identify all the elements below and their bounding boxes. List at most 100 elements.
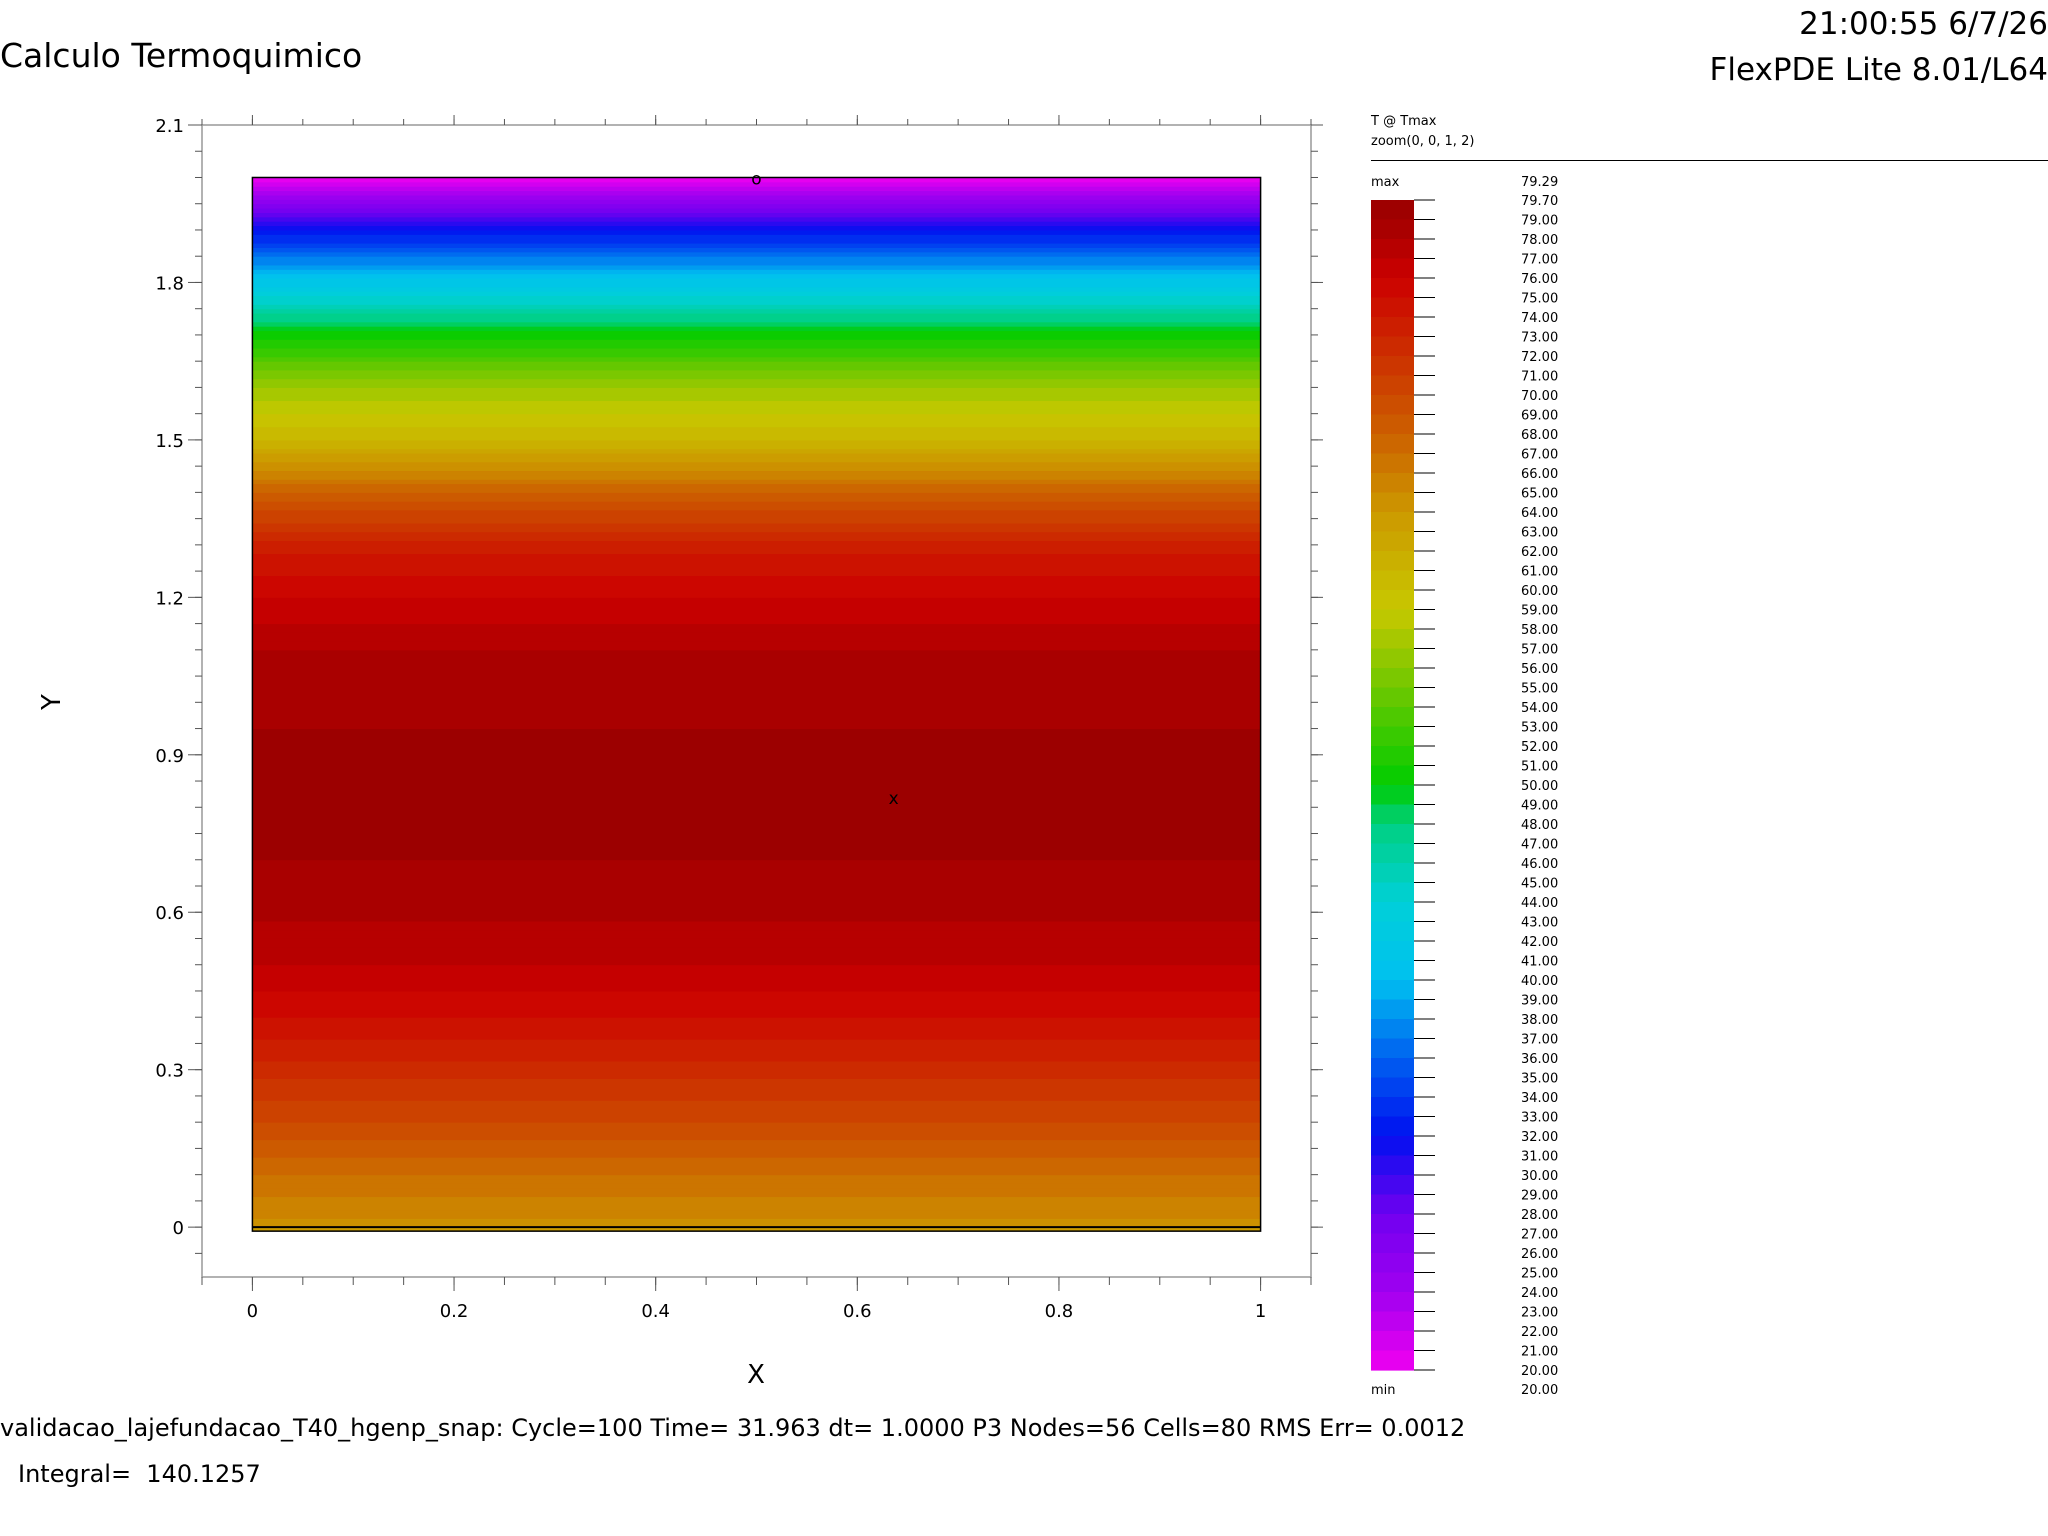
temperature-band [252, 841, 1261, 848]
temperature-band [252, 561, 1261, 568]
temperature-band [252, 872, 1261, 878]
temperature-band [252, 535, 1261, 541]
temperature-band [252, 1095, 1261, 1101]
temperature-band [252, 811, 1261, 817]
temperature-band [252, 710, 1261, 716]
temperature-band [252, 767, 1261, 773]
colorbar-level-label: 20.00 [1521, 1364, 1558, 1379]
temperature-band [252, 443, 1261, 450]
temperature-band [252, 920, 1261, 926]
colorbar-level-label: 40.00 [1521, 974, 1558, 989]
colorbar-swatch [1371, 219, 1414, 240]
temperature-band [252, 229, 1261, 235]
colorbar-swatch [1371, 1019, 1414, 1040]
colorbar-swatch [1371, 785, 1414, 806]
colorbar-swatch [1371, 746, 1414, 767]
temperature-band [252, 1174, 1261, 1180]
colorbar-level-label: 46.00 [1521, 857, 1558, 872]
temperature-band [252, 1077, 1261, 1084]
temperature-band [252, 1165, 1261, 1171]
temperature-band [252, 343, 1261, 349]
y-axis-label: Y [37, 694, 67, 711]
temperature-band [252, 745, 1261, 751]
temperature-band [252, 1099, 1261, 1106]
temperature-band [252, 1200, 1261, 1206]
temperature-band [252, 780, 1261, 786]
temperature-band [252, 868, 1261, 874]
temperature-band [252, 400, 1261, 406]
temperature-band [252, 833, 1261, 839]
temperature-band [252, 911, 1261, 918]
temperature-band [252, 828, 1261, 835]
temperature-band [252, 181, 1261, 187]
temperature-band [252, 1007, 1261, 1014]
temperature-band [252, 1204, 1261, 1211]
colorbar-level-label: 62.00 [1521, 545, 1558, 560]
temperature-band [252, 430, 1261, 437]
temperature-band [252, 898, 1261, 904]
temperature-band [252, 531, 1261, 537]
temperature-band [252, 500, 1261, 507]
colorbar-level-label: 72.00 [1521, 350, 1558, 365]
colorbar-level-label: 59.00 [1521, 604, 1558, 619]
temperature-band [252, 999, 1261, 1005]
temperature-band [252, 640, 1261, 646]
temperature-band [252, 688, 1261, 695]
temperature-band [252, 579, 1261, 585]
colorbar-swatch [1371, 1350, 1414, 1371]
colorbar-swatch [1371, 921, 1414, 942]
temperature-band [252, 295, 1261, 301]
temperature-band [252, 1042, 1261, 1049]
x-axis-label: X [747, 1360, 765, 1390]
y-tick-label: 1.5 [155, 431, 184, 452]
min-marker: o [751, 169, 761, 189]
x-tick-label: 0.6 [843, 1301, 872, 1322]
x-tick-label: 0.2 [440, 1301, 469, 1322]
colorbar-level-label: 27.00 [1521, 1228, 1558, 1243]
temperature-band [252, 365, 1261, 371]
temperature-band [252, 916, 1261, 922]
temperature-band [252, 303, 1261, 310]
temperature-band [252, 784, 1261, 791]
colorbar-level-label: 43.00 [1521, 916, 1558, 931]
x-tick-label: 1 [1255, 1301, 1266, 1322]
temperature-band [252, 1156, 1261, 1163]
colorbar-swatch [1371, 200, 1414, 221]
colorbar-level-label: 74.00 [1521, 311, 1558, 326]
temperature-band [252, 666, 1261, 673]
temperature-band [252, 548, 1261, 555]
colorbar-swatch [1371, 356, 1414, 377]
temperature-band [252, 889, 1261, 896]
colorbar-level-label: 34.00 [1521, 1091, 1558, 1106]
temperature-band [252, 1182, 1261, 1189]
colorbar-level-label: 39.00 [1521, 994, 1558, 1009]
temperature-band [252, 885, 1261, 891]
temperature-band [252, 264, 1261, 270]
temperature-band [252, 846, 1261, 852]
temperature-band [252, 1034, 1261, 1040]
legend-title: T @ Tmax [1371, 114, 1437, 129]
temperature-band [252, 636, 1261, 642]
x-tick-label: 0.4 [641, 1301, 670, 1322]
colorbar-level-label: 49.00 [1521, 799, 1558, 814]
colorbar-swatch [1371, 1214, 1414, 1235]
temperature-band [252, 404, 1261, 410]
temperature-band [252, 937, 1261, 944]
colorbar-level-label: 70.00 [1521, 389, 1558, 404]
temperature-band [252, 360, 1261, 367]
temperature-band [252, 1121, 1261, 1128]
colorbar-swatch [1371, 317, 1414, 338]
temperature-band [252, 701, 1261, 708]
temperature-band [252, 644, 1261, 651]
temperature-band [252, 386, 1261, 393]
colorbar-level-label: 22.00 [1521, 1325, 1558, 1340]
colorbar-swatch [1371, 297, 1414, 318]
temperature-band [252, 1130, 1261, 1136]
colorbar-swatch [1371, 882, 1414, 903]
temperature-band [252, 592, 1261, 598]
colorbar-swatch [1371, 980, 1414, 1001]
colorbar-level-label: 77.00 [1521, 253, 1558, 268]
temperature-band [252, 382, 1261, 388]
temperature-band [252, 347, 1261, 353]
temperature-band [252, 1082, 1261, 1088]
